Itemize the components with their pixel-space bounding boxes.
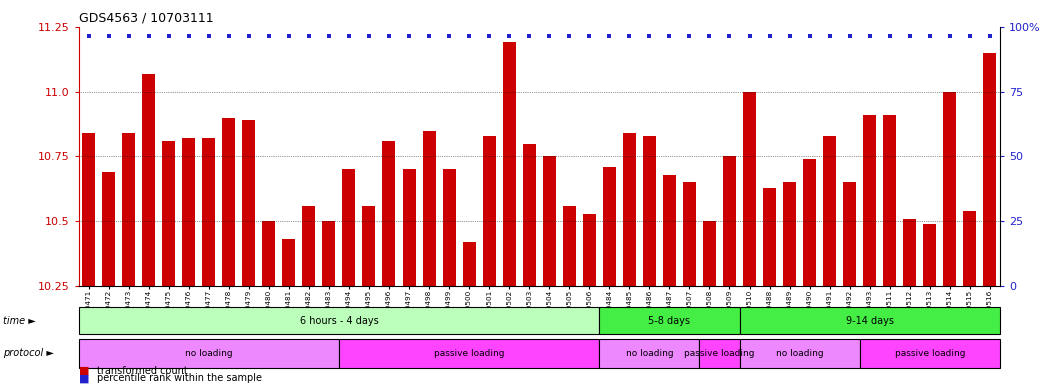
Bar [943, 92, 956, 384]
Bar [904, 218, 916, 384]
Bar [603, 167, 616, 384]
Bar [122, 133, 135, 384]
Bar [483, 136, 495, 384]
Text: 9-14 days: 9-14 days [846, 316, 894, 326]
Bar [663, 175, 676, 384]
Bar [623, 133, 636, 384]
Bar [423, 131, 436, 384]
Bar [783, 182, 796, 384]
Text: ■: ■ [79, 373, 89, 383]
Bar [162, 141, 175, 384]
Bar [102, 172, 115, 384]
Bar [983, 53, 997, 384]
Bar [342, 169, 355, 384]
Bar [182, 138, 195, 384]
Bar [242, 120, 255, 384]
Bar [923, 224, 936, 384]
Bar [263, 221, 275, 384]
Bar [82, 133, 95, 384]
Bar [884, 115, 896, 384]
Text: time ►: time ► [3, 316, 36, 326]
Bar [222, 118, 236, 384]
Text: protocol ►: protocol ► [3, 348, 54, 358]
Bar [803, 159, 816, 384]
Bar [522, 144, 536, 384]
Text: no loading: no loading [625, 349, 673, 358]
Bar [542, 156, 556, 384]
Bar [303, 206, 315, 384]
Bar [583, 214, 596, 384]
Bar [463, 242, 475, 384]
Bar [402, 169, 416, 384]
Text: passive loading: passive loading [894, 349, 965, 358]
Text: 5-8 days: 5-8 days [648, 316, 690, 326]
Bar [843, 182, 856, 384]
Bar [362, 206, 376, 384]
Bar [142, 73, 155, 384]
Bar [683, 182, 696, 384]
Bar [863, 115, 876, 384]
Bar [202, 138, 216, 384]
Bar [283, 240, 295, 384]
Text: passive loading: passive loading [685, 349, 755, 358]
Bar [763, 187, 776, 384]
Text: ■: ■ [79, 366, 89, 376]
Text: percentile rank within the sample: percentile rank within the sample [97, 373, 263, 383]
Bar [703, 221, 716, 384]
Bar [322, 221, 335, 384]
Text: transformed count: transformed count [97, 366, 188, 376]
Bar [823, 136, 837, 384]
Text: GDS4563 / 10703111: GDS4563 / 10703111 [79, 11, 214, 24]
Bar [443, 169, 455, 384]
Bar [743, 92, 756, 384]
Text: 6 hours - 4 days: 6 hours - 4 days [299, 316, 378, 326]
Bar [503, 42, 516, 384]
Bar [562, 206, 576, 384]
Bar [963, 211, 977, 384]
Bar [643, 136, 655, 384]
Bar [723, 156, 736, 384]
Bar [382, 141, 396, 384]
Text: no loading: no loading [776, 349, 823, 358]
Text: no loading: no loading [185, 349, 232, 358]
Text: passive loading: passive loading [433, 349, 505, 358]
